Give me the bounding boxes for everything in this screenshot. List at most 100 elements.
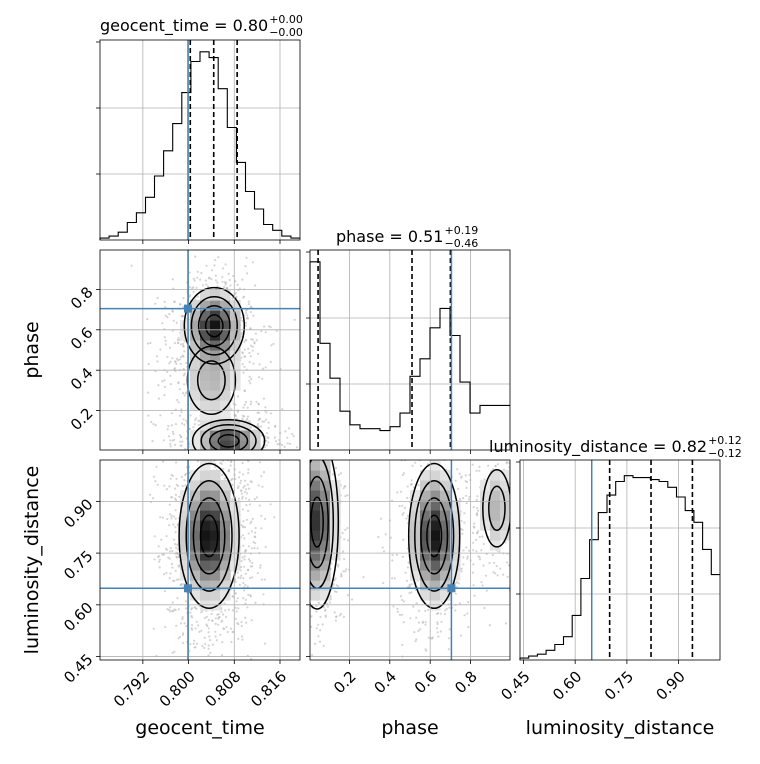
- sample-point: [206, 664, 208, 666]
- sample-point: [437, 635, 440, 638]
- sample-point: [301, 525, 303, 527]
- sample-point: [196, 276, 199, 279]
- sample-point: [154, 424, 157, 427]
- density-cell: [430, 470, 441, 481]
- density-cell: [190, 340, 201, 351]
- sample-point: [264, 545, 267, 549]
- sample-point: [291, 482, 293, 484]
- sample-point: [172, 432, 175, 435]
- density-cell: [220, 550, 231, 561]
- sample-point: [267, 436, 270, 439]
- sample-point: [153, 535, 156, 538]
- density-cell: [200, 400, 211, 411]
- sample-point: [325, 417, 327, 419]
- histogram-luminosity_distance: [516, 459, 721, 664]
- sample-point: [240, 489, 243, 492]
- density-cell: [310, 480, 321, 491]
- sample-point: [311, 444, 313, 446]
- sample-point: [184, 391, 187, 395]
- truth-marker: [184, 304, 192, 313]
- density-cell: [330, 520, 341, 531]
- sample-point: [252, 451, 254, 453]
- sample-point: [204, 672, 206, 674]
- sample-point: [412, 695, 414, 697]
- density-cell: [430, 520, 441, 531]
- sample-point: [183, 479, 186, 482]
- sample-point: [504, 622, 507, 625]
- sample-point: [441, 453, 443, 455]
- sample-point: [234, 606, 237, 610]
- sample-point: [436, 622, 439, 626]
- sample-point: [297, 492, 299, 494]
- sample-point: [301, 472, 303, 474]
- sample-point: [195, 607, 198, 610]
- sample-point: [269, 468, 271, 470]
- sample-point: [164, 625, 167, 629]
- sample-point: [293, 556, 295, 558]
- sample-point: [424, 621, 427, 624]
- sample-point: [264, 406, 267, 409]
- sample-point: [191, 624, 194, 627]
- sample-point: [289, 516, 291, 518]
- sample-point: [215, 661, 217, 663]
- sample-point: [168, 513, 172, 516]
- sample-point: [239, 461, 241, 463]
- sample-point: [304, 532, 306, 534]
- density-cell: [490, 480, 501, 491]
- sample-point: [201, 284, 205, 287]
- density-cell: [220, 340, 231, 351]
- sample-point: [257, 403, 260, 406]
- sample-point: [389, 536, 392, 539]
- sample-point: [465, 486, 468, 489]
- sample-point: [247, 303, 250, 306]
- sample-point: [248, 454, 250, 456]
- sample-point: [201, 644, 204, 648]
- sample-point: [224, 283, 227, 286]
- sample-point: [190, 420, 192, 422]
- sample-point: [417, 440, 419, 442]
- sample-point: [291, 598, 293, 600]
- sample-point: [340, 572, 343, 576]
- sample-point: [293, 507, 295, 509]
- sample-point: [229, 451, 231, 453]
- sample-point: [164, 343, 168, 346]
- sample-point: [513, 547, 515, 549]
- sample-point: [294, 480, 296, 482]
- sample-point: [306, 434, 308, 436]
- sample-point: [524, 559, 526, 561]
- sample-point: [439, 445, 441, 447]
- density-cell: [190, 370, 201, 381]
- sample-point: [249, 595, 252, 598]
- sample-point: [163, 379, 166, 382]
- sample-point: [157, 397, 160, 400]
- sample-point: [276, 443, 279, 446]
- sample-point: [460, 567, 463, 570]
- density-cell: [180, 490, 191, 501]
- sample-point: [173, 360, 177, 363]
- sample-point: [225, 615, 228, 619]
- density-cell: [190, 530, 201, 541]
- sample-point: [290, 489, 292, 491]
- sample-point: [195, 620, 198, 623]
- sample-point: [193, 639, 196, 642]
- sample-point: [248, 498, 251, 501]
- density-cell: [230, 540, 241, 551]
- sample-point: [153, 475, 156, 478]
- axis-label-x-luminosity_distance: luminosity_distance: [526, 717, 715, 739]
- sample-point: [253, 341, 256, 344]
- sample-point: [249, 458, 251, 460]
- sample-point: [321, 623, 324, 626]
- sample-point: [246, 483, 249, 486]
- density-cell: [440, 490, 451, 501]
- sample-point: [287, 413, 289, 415]
- sample-point: [344, 528, 347, 532]
- density-cell: [440, 580, 451, 591]
- sample-point: [260, 330, 263, 333]
- sample-point: [342, 550, 345, 553]
- sample-point: [242, 473, 245, 476]
- sample-point: [471, 571, 474, 574]
- sample-point: [193, 646, 196, 649]
- sample-point: [440, 620, 443, 623]
- sample-point: [244, 479, 247, 482]
- sample-point: [226, 451, 228, 453]
